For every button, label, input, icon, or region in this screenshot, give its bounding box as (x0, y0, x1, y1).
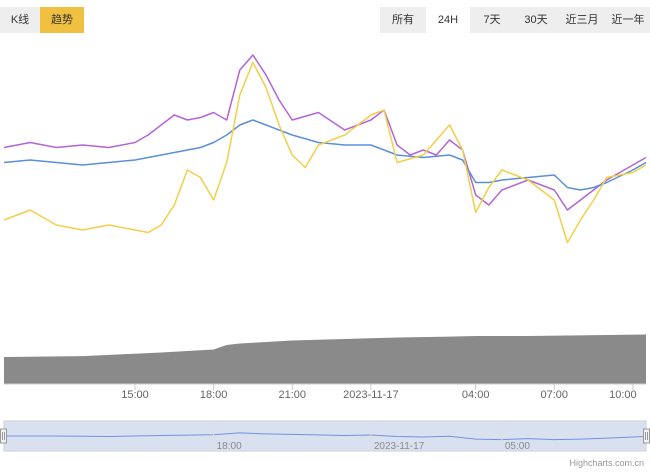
range-7d-button[interactable]: 7天 (483, 14, 501, 26)
tab-kline[interactable]: K线 (0, 7, 40, 33)
tab-trend[interactable]: 趋势 (40, 7, 84, 33)
x-tick-label: 2023-11-17 (343, 389, 398, 401)
range-3m-button[interactable]: 近三月 (565, 14, 599, 26)
x-tick-label: 15:00 (121, 389, 149, 401)
volume-area-layer (4, 334, 646, 384)
x-tick-label: 10:00 (609, 389, 637, 401)
x-tick-label: 07:00 (541, 389, 569, 401)
x-tick-label: 18:00 (200, 389, 228, 401)
navigator-label: 05:00 (505, 441, 530, 452)
chart-type-tabs: K线 趋势 (0, 7, 84, 33)
x-tick-label: 21:00 (278, 389, 306, 401)
price-series-line-1 (3, 54, 647, 211)
range-all-button[interactable]: 所有 (392, 14, 414, 26)
navigator-right-handle[interactable] (643, 428, 650, 444)
price-series-line-3 (3, 61, 647, 244)
range-30d-button[interactable]: 30天 (524, 14, 548, 26)
highcharts-credit[interactable]: Highcharts.com.cn (569, 458, 644, 468)
volume-area (4, 334, 646, 384)
navigator-series-line (4, 432, 647, 441)
price-series-line-2 (3, 119, 647, 191)
price-series-layer (3, 54, 647, 244)
navigator-label: 2023-11-17 (374, 441, 425, 452)
navigator-labels: 18:00 2023-11-17 05:00 (213, 421, 530, 452)
range-1y-button[interactable]: 近一年 (611, 14, 645, 26)
range-24h-button[interactable]: 24H (426, 7, 470, 33)
navigator[interactable]: 18:00 2023-11-17 05:00 (0, 420, 650, 452)
time-range-selector: 所有 24H 7天 30天 近三月 近一年 (380, 7, 650, 33)
x-tick-label: 04:00 (462, 389, 490, 401)
x-axis-ticks: 15:00 18:00 21:00 2023-11-17 04:00 07:00 10:00 (121, 384, 637, 401)
navigator-label: 18:00 (217, 441, 242, 452)
navigator-left-handle[interactable] (0, 428, 7, 444)
